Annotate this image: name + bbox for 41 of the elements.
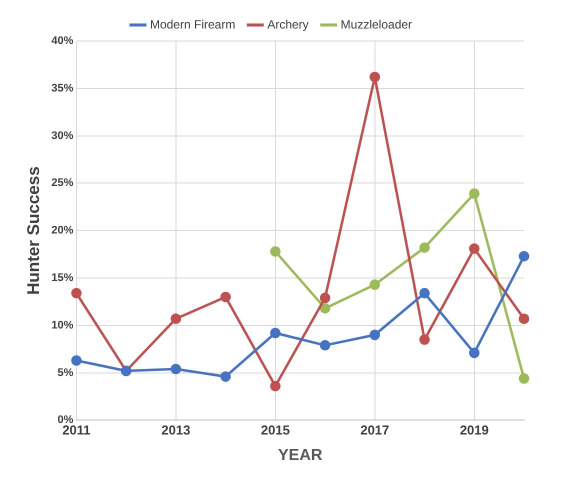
point [170,314,182,324]
point [419,242,430,253]
y-tick-label: 40% [51,35,74,48]
point [220,292,231,302]
point [469,188,480,199]
point [220,371,231,382]
point [320,303,330,314]
x-tick-label: 2015 [260,422,290,438]
point [469,243,480,254]
y-axis-title: Hunter Success [24,166,43,295]
point [518,314,530,324]
y-tick-label: 15% [51,272,74,284]
point [370,330,380,340]
point [270,246,281,257]
legend-label: Muzzleloader [340,17,412,32]
y-tick-label: 5% [58,366,74,379]
point [518,373,530,384]
point [518,250,530,262]
y-tick-label: 35% [51,82,74,94]
point [71,355,82,366]
legend-label: Archery [267,17,309,32]
point [170,364,182,374]
x-tick-label: 2019 [460,422,489,438]
point [469,348,480,358]
y-tick-label: 10% [51,319,74,332]
legend-label: Modern Firearm [150,17,236,32]
point [370,279,380,290]
point [419,334,430,345]
x-tick-label: 2017 [360,422,390,438]
point [71,288,82,298]
point [320,292,330,304]
point [270,328,281,338]
point [370,72,380,82]
y-tick-label: 30% [51,130,74,142]
x-axis-title: YEAR [278,446,323,464]
point [419,288,430,298]
point [320,340,330,351]
x-tick-label: 2013 [161,422,190,438]
point [270,380,281,392]
y-tick-label: 20% [51,224,74,237]
y-tick-label: 25% [51,177,74,190]
